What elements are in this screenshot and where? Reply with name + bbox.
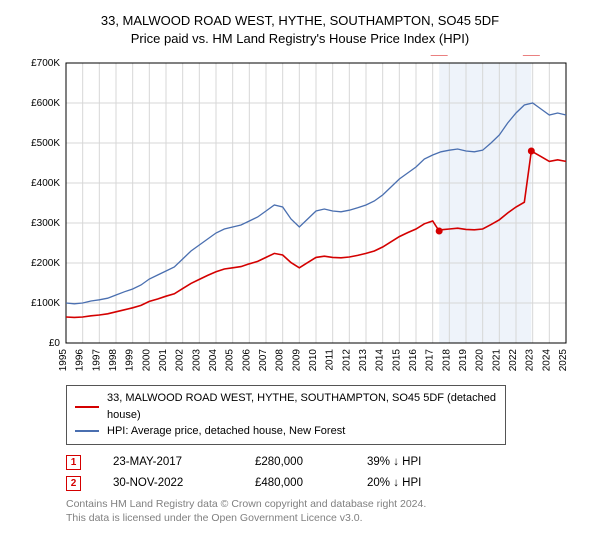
legend-swatch: [75, 430, 99, 432]
title-main: 33, MALWOOD ROAD WEST, HYTHE, SOUTHAMPTO…: [18, 12, 582, 30]
svg-text:1996: 1996: [75, 349, 86, 372]
svg-text:1997: 1997: [91, 349, 102, 372]
svg-text:2025: 2025: [558, 349, 569, 372]
svg-text:2013: 2013: [358, 349, 369, 372]
footer-line-1: Contains HM Land Registry data © Crown c…: [66, 497, 582, 511]
svg-text:£200K: £200K: [31, 258, 60, 269]
svg-text:2018: 2018: [441, 349, 452, 372]
svg-text:2022: 2022: [508, 349, 519, 372]
svg-text:2017: 2017: [425, 349, 436, 372]
title-sub: Price paid vs. HM Land Registry's House …: [18, 30, 582, 48]
title-block: 33, MALWOOD ROAD WEST, HYTHE, SOUTHAMPTO…: [18, 12, 582, 47]
sale-marker: 2: [66, 476, 81, 491]
svg-text:2002: 2002: [175, 349, 186, 372]
sale-diff: 20% ↓ HPI: [367, 477, 467, 489]
sale-date: 23-MAY-2017: [113, 456, 223, 468]
sale-row: 1 23-MAY-2017 £280,000 39% ↓ HPI: [66, 455, 582, 470]
svg-text:2004: 2004: [208, 349, 219, 372]
svg-text:2003: 2003: [191, 349, 202, 372]
svg-text:£300K: £300K: [31, 218, 60, 229]
legend-item: 33, MALWOOD ROAD WEST, HYTHE, SOUTHAMPTO…: [75, 390, 497, 423]
line-chart: £0 £100K £200K £300K £400K £500K £600K £700K 199…: [18, 55, 582, 375]
svg-text:2011: 2011: [325, 349, 336, 371]
svg-text:2000: 2000: [141, 349, 152, 372]
svg-text:2014: 2014: [375, 349, 386, 372]
svg-text:2016: 2016: [408, 349, 419, 372]
legend: 33, MALWOOD ROAD WEST, HYTHE, SOUTHAMPTO…: [66, 385, 506, 445]
chart-container: 33, MALWOOD ROAD WEST, HYTHE, SOUTHAMPTO…: [0, 0, 600, 560]
footer-line-2: This data is licensed under the Open Gov…: [66, 511, 582, 525]
svg-text:2020: 2020: [475, 349, 486, 372]
sale-diff: 39% ↓ HPI: [367, 456, 467, 468]
svg-text:2010: 2010: [308, 349, 319, 372]
svg-text:2009: 2009: [291, 349, 302, 372]
sale-marker: 1: [66, 455, 81, 470]
svg-text:2008: 2008: [275, 349, 286, 372]
svg-text:£100K: £100K: [31, 298, 60, 309]
svg-text:2012: 2012: [341, 349, 352, 372]
sale-price: £480,000: [255, 477, 335, 489]
svg-text:2021: 2021: [491, 349, 502, 372]
legend-item: HPI: Average price, detached house, New …: [75, 423, 497, 440]
legend-label: HPI: Average price, detached house, New …: [107, 423, 345, 440]
svg-text:£600K: £600K: [31, 98, 60, 109]
svg-text:2024: 2024: [541, 349, 552, 372]
svg-text:£0: £0: [49, 338, 61, 349]
svg-text:2019: 2019: [458, 349, 469, 372]
sale-price: £280,000: [255, 456, 335, 468]
svg-text:2005: 2005: [225, 349, 236, 372]
legend-swatch: [75, 406, 99, 408]
svg-text:1999: 1999: [125, 349, 136, 372]
svg-text:£500K: £500K: [31, 138, 60, 149]
svg-text:2007: 2007: [258, 349, 269, 372]
svg-text:2001: 2001: [158, 349, 169, 372]
svg-text:2006: 2006: [241, 349, 252, 372]
svg-text:2023: 2023: [525, 349, 536, 372]
chart-area: £0 £100K £200K £300K £400K £500K £600K £700K 199…: [18, 55, 582, 375]
sale-row: 2 30-NOV-2022 £480,000 20% ↓ HPI: [66, 476, 582, 491]
svg-text:£700K: £700K: [31, 58, 60, 69]
sale-date: 30-NOV-2022: [113, 477, 223, 489]
svg-text:1998: 1998: [108, 349, 119, 372]
svg-text:2015: 2015: [391, 349, 402, 372]
svg-text:1995: 1995: [58, 349, 69, 372]
sales-table: 1 23-MAY-2017 £280,000 39% ↓ HPI 2 30-NOV-202…: [66, 455, 582, 491]
footer-attribution: Contains HM Land Registry data © Crown c…: [66, 497, 582, 525]
svg-text:£400K: £400K: [31, 178, 60, 189]
legend-label: 33, MALWOOD ROAD WEST, HYTHE, SOUTHAMPTO…: [107, 390, 497, 423]
